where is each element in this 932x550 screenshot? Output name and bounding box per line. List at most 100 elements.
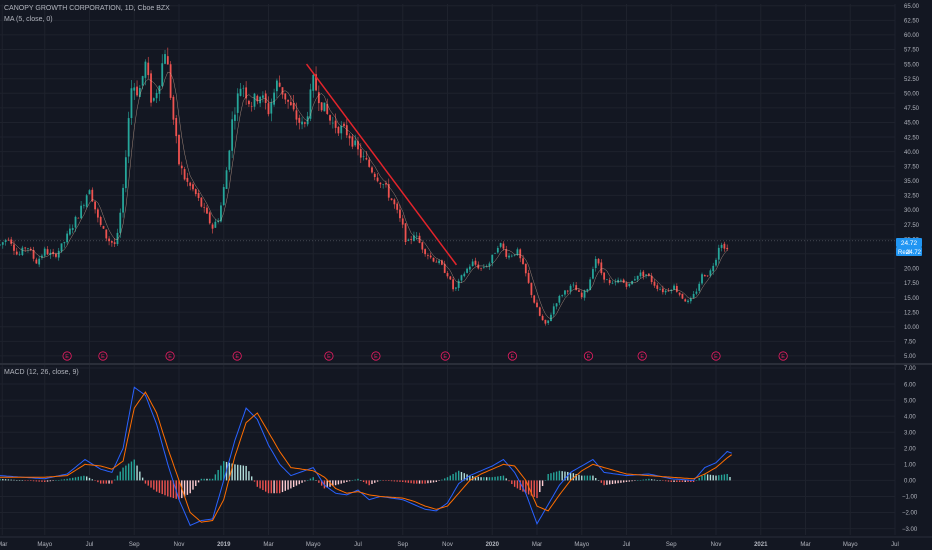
price-tick-label: 57.50 [904,48,920,54]
histogram-bar [371,480,373,485]
candle-body [236,93,239,113]
macd-axis[interactable]: 7.00 6.00 5.00 4.00 3.00 2.00 1.00 0.00 −1.00 −2.… [902,366,918,533]
histogram-bar [718,475,720,481]
histogram-bar [348,480,351,482]
histogram-bar [259,480,261,489]
earnings-marker-circle [637,351,647,361]
earnings-marker[interactable]: E [98,351,108,361]
candle-body [124,157,127,189]
histogram-bar [575,473,577,481]
candle-body [4,240,7,243]
last-price-badge [896,238,922,247]
histogram-bar [267,480,270,494]
candle-body [541,315,544,321]
histogram-bar [698,477,700,481]
histogram-bar [306,480,309,481]
candle-body [357,141,359,150]
candle-body [527,272,530,283]
earnings-marker[interactable]: E [711,351,721,361]
time-axis[interactable]: Mar Mayo Jul Sep Nov 2019 Mar Mayo Jul Sep Nov 2020… [0,542,899,548]
histogram-bar [102,480,105,484]
trendline[interactable] [305,63,458,266]
candle-body [245,87,248,99]
earnings-marker[interactable]: E [583,351,594,361]
candle-body [709,270,712,276]
candle-body [712,265,715,272]
price-axis[interactable]: 65.00 62.50 60.00 57.50 55.00 52.50 50.00 47.50… [904,4,920,360]
time-tick-label: Sep [397,542,408,548]
candle-body [441,260,443,265]
histogram-bar [597,480,600,481]
earnings-marker[interactable]: E [165,351,175,361]
macd-tick-label: 7.00 [904,366,916,372]
time-tick-label: Nov [442,542,453,548]
earnings-marker[interactable]: E [507,351,517,361]
candle-body [468,266,471,270]
histogram-bar [30,480,32,482]
histogram-bar [144,480,147,484]
candle-body [620,280,622,281]
histogram-bar [326,480,328,488]
candle-body [345,125,348,136]
candle-body [158,85,161,94]
candle-body [477,264,480,269]
candle-body [443,263,446,273]
histogram-bar [399,480,401,482]
candle-body [169,64,172,98]
candle-body [7,239,10,241]
earnings-marker-label: E [714,354,718,360]
histogram-bar [720,474,723,481]
macd-legend[interactable]: MACD (12, 26, close, 9) [4,369,79,376]
histogram-bar [292,480,295,488]
earnings-marker[interactable]: E [440,351,450,361]
candle-body [222,187,225,206]
histogram-bar [332,480,334,487]
earnings-marker-circle [98,351,108,361]
histogram-bar [97,480,99,483]
red-trendline[interactable] [305,63,458,266]
candle-body [113,242,116,244]
macd-histogram [0,459,731,500]
candle-body [536,302,538,308]
earnings-marker[interactable]: E [371,351,381,361]
earnings-marker[interactable]: E [637,351,647,361]
moving-average-series [11,71,728,320]
candle-body [519,249,522,259]
candle-body [340,125,343,134]
earnings-marker-circle [440,351,450,361]
histogram-bar [27,480,29,481]
earnings-marker-circle [583,351,594,361]
histogram-bar [164,480,166,496]
earnings-marker-circle [62,351,72,361]
candle-body [625,282,628,287]
candle-body [18,254,21,255]
candle-body [197,193,200,198]
histogram-bar [424,480,426,484]
earnings-marker[interactable]: E [778,351,788,361]
histogram-bar [455,472,457,481]
candle-body [144,61,147,78]
earnings-marker[interactable]: E [62,351,72,361]
histogram-bar [44,480,46,483]
histogram-bar [586,475,589,481]
histogram-bar [55,480,57,481]
ma-legend[interactable]: MA (5, close, 0) [4,16,53,23]
earnings-marker[interactable]: E [232,351,242,361]
histogram-bar [113,479,116,481]
earnings-marker[interactable]: E [324,351,334,361]
histogram-bar [511,480,513,485]
candle-body [74,216,77,228]
candle-body [155,93,158,99]
candle-body [496,247,499,253]
candle-body [231,119,234,151]
histogram-bar [650,479,653,481]
candle-body [208,212,211,224]
symbol-title[interactable]: CANOPY GROWTH CORPORATION, 1D, Cboe BZX [4,5,170,12]
candle-body [189,182,192,186]
price-tick-label: 40.00 [904,150,920,156]
histogram-bar [99,480,102,484]
histogram-bar [673,480,675,483]
